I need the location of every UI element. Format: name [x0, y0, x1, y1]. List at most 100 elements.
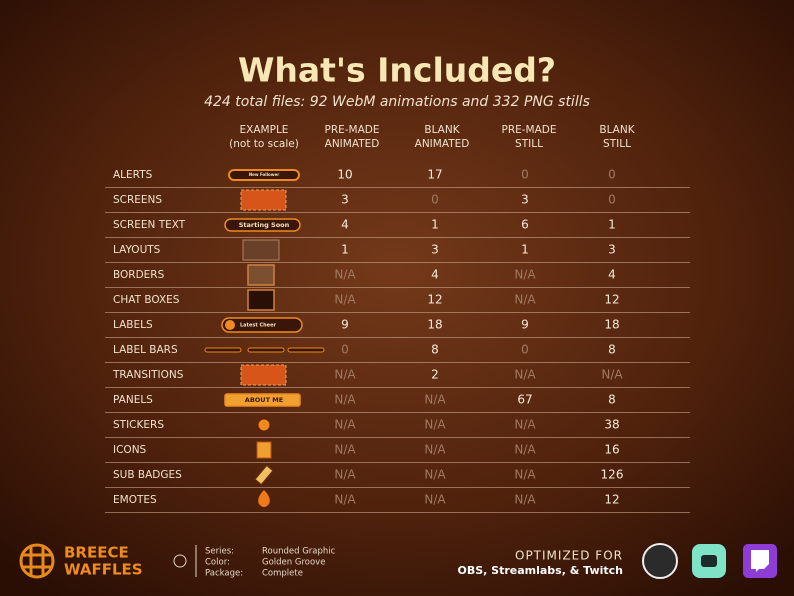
example-thumb	[225, 320, 235, 330]
table-row: STICKERS N/A N/A N/A 38	[105, 418, 690, 438]
row-label: SUB BADGES	[113, 469, 182, 481]
footer: BREECE WAFFLES OPTIMIZED FOR OBS, Stream…	[19, 543, 777, 579]
cell-value: 126	[601, 468, 624, 482]
cell-value: 2	[431, 368, 439, 382]
column-header: STILL	[515, 138, 543, 150]
example-thumb	[221, 317, 303, 333]
column-header: ANIMATED	[415, 138, 470, 150]
cell-value: 9	[521, 318, 529, 332]
row-label: LABEL BARS	[113, 344, 178, 356]
info-key: Package:	[205, 569, 243, 579]
cell-value: N/A	[514, 293, 536, 307]
cell-value: N/A	[514, 493, 536, 507]
table-row: CHAT BOXES N/A 12 N/A 12	[105, 289, 690, 313]
cell-value: N/A	[601, 368, 623, 382]
cell-value: 4	[608, 268, 616, 282]
cell-value: 3	[608, 243, 616, 257]
example-text: Starting Soon	[239, 221, 290, 229]
table-row: BORDERS N/A 4 N/A 4	[105, 264, 690, 288]
table-row: ALERTS New Follower 10 17 0 0	[105, 168, 690, 188]
cell-value: 38	[604, 418, 619, 432]
cell-value: 3	[431, 243, 439, 257]
column-header: BLANK	[424, 124, 460, 136]
cell-value: 12	[604, 493, 619, 507]
column-header: STILL	[603, 138, 631, 150]
row-label: EMOTES	[113, 494, 157, 506]
column-header: EXAMPLE	[240, 124, 289, 136]
example-thumb	[256, 441, 272, 459]
table-row: TRANSITIONS N/A 2 N/A N/A	[105, 364, 690, 388]
row-label: ALERTS	[113, 169, 153, 181]
example-thumb	[242, 239, 280, 261]
cell-value: N/A	[334, 418, 356, 432]
example-text: Latest Cheer	[240, 323, 276, 329]
example-thumb	[240, 189, 287, 211]
example-thumb	[228, 169, 300, 181]
example-thumb	[247, 347, 285, 353]
cell-value: 4	[431, 268, 439, 282]
cell-value: N/A	[424, 418, 446, 432]
row-label: BORDERS	[113, 269, 165, 281]
cell-value: 9	[341, 318, 349, 332]
optimized-label: OPTIMIZED FOR	[515, 549, 623, 563]
cell-value: 0	[521, 343, 529, 357]
streamlabs-glyph	[701, 555, 717, 567]
table-row: SCREENS 3 0 3 0	[105, 189, 690, 213]
cell-value: N/A	[334, 493, 356, 507]
row-label: STICKERS	[113, 419, 164, 431]
cell-value: 8	[608, 393, 616, 407]
logo-icon	[19, 543, 55, 579]
info-value: Rounded Graphic	[262, 547, 336, 557]
row-label: ICONS	[113, 444, 147, 456]
cell-value: N/A	[424, 443, 446, 457]
example-thumb	[257, 418, 271, 432]
column-header: PRE-MADE	[324, 124, 379, 136]
column-header: (not to scale)	[229, 138, 299, 150]
row-label: CHAT BOXES	[113, 294, 180, 306]
example-text: ABOUT ME	[245, 396, 283, 404]
twitch-glyph	[751, 550, 769, 572]
cell-value: N/A	[334, 368, 356, 382]
cell-value: 18	[427, 318, 442, 332]
example-thumb	[287, 347, 325, 353]
cell-value: 16	[604, 443, 619, 457]
cell-value: 3	[341, 193, 349, 207]
cell-value: N/A	[514, 268, 536, 282]
table-row: EMOTES N/A N/A N/A 12	[105, 490, 690, 513]
cell-value: 0	[521, 168, 529, 182]
cell-value: N/A	[514, 443, 536, 457]
column-header: PRE-MADE	[501, 124, 556, 136]
example-thumb	[254, 464, 274, 486]
cell-value: N/A	[334, 393, 356, 407]
info-value: Golden Groove	[262, 558, 325, 568]
table-row: SUB BADGES N/A N/A N/A 126	[105, 464, 690, 488]
cell-value: 1	[608, 218, 616, 232]
subtitle: 424 total files: 92 WebM animations and …	[204, 94, 590, 110]
cell-value: N/A	[424, 493, 446, 507]
cell-value: N/A	[424, 393, 446, 407]
table-row: PANELS ABOUT ME N/A N/A 67 8	[105, 393, 690, 413]
cell-value: 17	[427, 168, 442, 182]
info-icon	[173, 554, 187, 568]
cell-value: 8	[431, 343, 439, 357]
cell-value: 1	[431, 218, 439, 232]
cell-value: 12	[427, 293, 442, 307]
cell-value: N/A	[334, 468, 356, 482]
column-header: ANIMATED	[325, 138, 380, 150]
row-label: SCREEN TEXT	[113, 219, 186, 231]
cell-value: 10	[337, 168, 352, 182]
cell-value: 12	[604, 293, 619, 307]
info-key: Color:	[205, 558, 230, 568]
cell-value: 6	[521, 218, 529, 232]
cell-value: 4	[341, 218, 349, 232]
platforms: OBS, Streamlabs, & Twitch	[458, 564, 624, 577]
cell-value: 1	[521, 243, 529, 257]
table-row: LAYOUTS 1 3 1 3	[105, 239, 690, 263]
example-thumb	[224, 218, 301, 232]
example-thumb	[258, 490, 270, 507]
example-text: New Follower	[249, 172, 279, 177]
example-thumb	[240, 364, 287, 386]
table-row: ICONS N/A N/A N/A 16	[105, 441, 690, 463]
row-label: TRANSITIONS	[112, 369, 184, 381]
